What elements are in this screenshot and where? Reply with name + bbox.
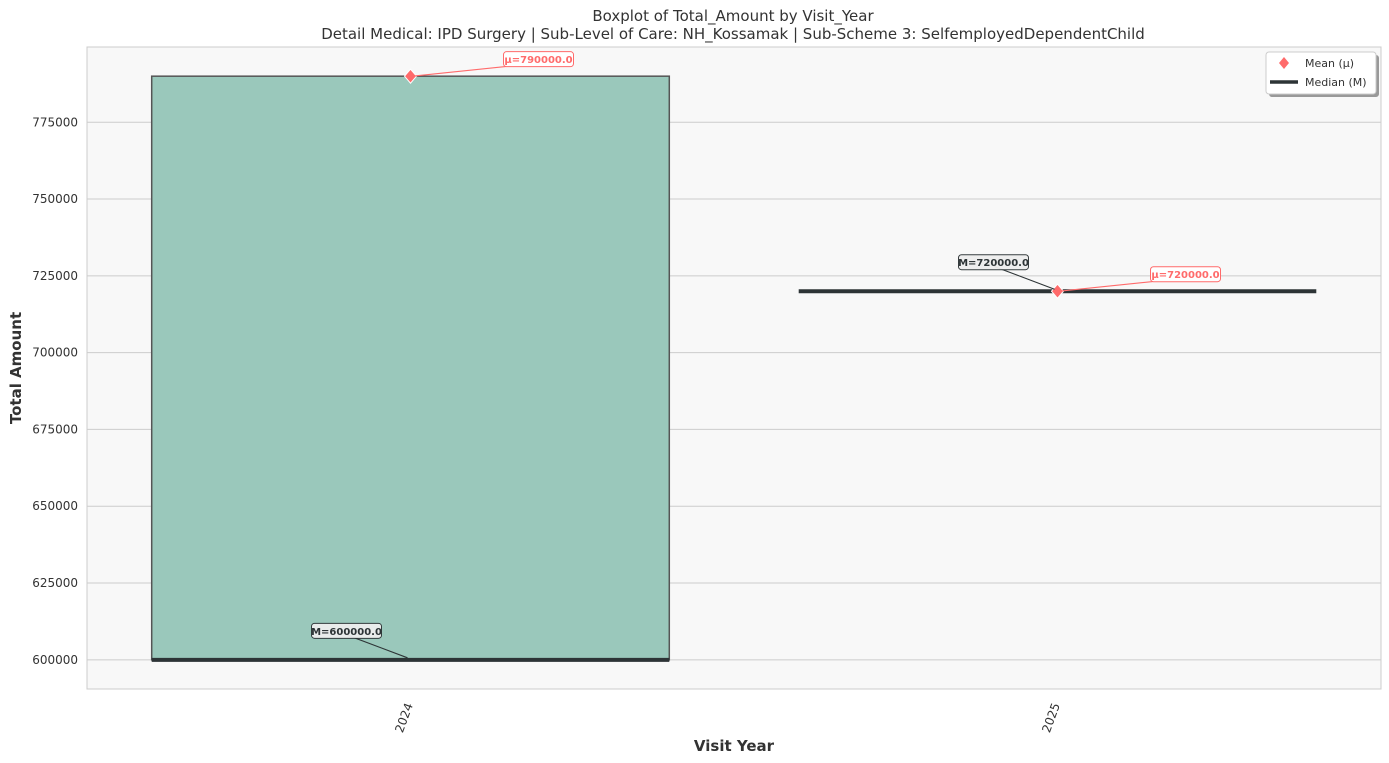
annotation-box — [1150, 266, 1221, 283]
legend-mean-label: Mean (μ) — [1305, 57, 1354, 70]
annotation-label: μ=790000.0 — [504, 55, 572, 66]
y-tick-label: 775000 — [32, 115, 78, 129]
annotations: μ=790000.0 M=600000.0 μ=720000.0 M=720000.0 — [311, 51, 1221, 659]
box-2024 — [150, 75, 671, 661]
annotation-box — [503, 51, 574, 68]
annotation-box — [958, 254, 1029, 271]
chart-title: Boxplot of Total_Amount by Visit_Year — [592, 7, 874, 26]
chart-subtitle: Detail Medical: IPD Surgery | Sub-Level … — [321, 25, 1145, 44]
y-tick-label: 675000 — [32, 422, 78, 436]
y-tick-label: 600000 — [32, 653, 78, 667]
y-tick-label: 750000 — [32, 192, 78, 206]
y-tick-label: 650000 — [32, 499, 78, 513]
annotation-box — [311, 622, 382, 639]
legend: Mean (μ) Median (M) — [1265, 51, 1379, 97]
x-axis-label: Visit Year — [694, 737, 775, 755]
annotation-label: μ=720000.0 — [1151, 270, 1219, 281]
legend-mean-marker-icon — [1279, 57, 1289, 69]
y-axis-ticks: 600000 625000 650000 675000 700000 725000 7500… — [32, 115, 78, 667]
annotation-label: M=720000.0 — [958, 258, 1029, 269]
y-tick-label: 725000 — [32, 269, 78, 283]
mean-marker-2024 — [403, 68, 418, 84]
y-axis-label: Total Amount — [7, 312, 25, 424]
y-tick-label: 625000 — [32, 576, 78, 590]
y-tick-label: 700000 — [32, 346, 78, 360]
annotation-label: M=600000.0 — [311, 627, 382, 638]
boxes — [150, 75, 671, 661]
legend-median-label: Median (M) — [1305, 76, 1367, 89]
